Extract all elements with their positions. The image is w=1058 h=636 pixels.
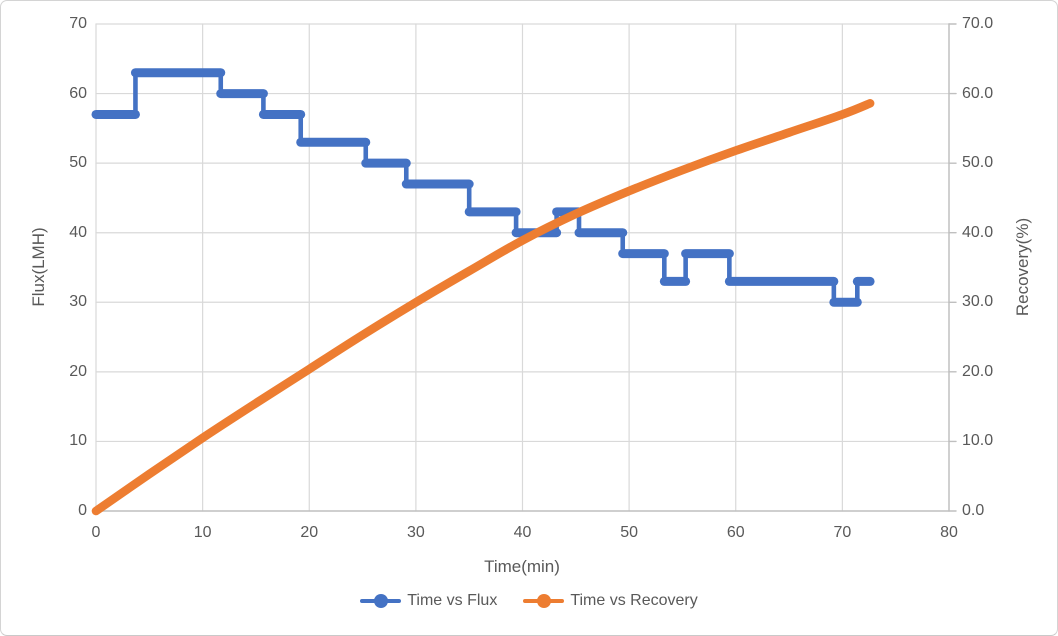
- legend-item-flux: Time vs Flux: [360, 592, 497, 610]
- recovery-legend-marker-icon: [523, 594, 565, 608]
- right-axis-tick-label: 10.0: [962, 432, 994, 450]
- left-axis-tick-label: 0: [78, 502, 87, 519]
- right-axis-tick-label: 50.0: [962, 154, 994, 172]
- x-axis-title: Time(min): [484, 557, 560, 576]
- left-axis-tick-label: 70: [69, 15, 87, 32]
- left-axis-tick-label: 50: [69, 154, 87, 172]
- x-axis-tick-label: 30: [406, 524, 425, 541]
- legend-item-recovery: Time vs Recovery: [523, 592, 698, 610]
- x-axis-tick-label: 20: [300, 524, 319, 541]
- recovery-legend-dot-icon: [536, 594, 551, 608]
- legend-label-recovery: Time vs Recovery: [570, 592, 698, 609]
- right-axis-tick-label: 60.0: [962, 84, 994, 102]
- right-axis-tick-label: 30.0: [962, 293, 994, 311]
- x-axis-tick-label: 80: [940, 524, 958, 541]
- left-axis-tick-label: 20: [69, 362, 87, 380]
- right-axis-tick-label: 70.0: [962, 15, 994, 32]
- legend-label-flux: Time vs Flux: [407, 592, 498, 609]
- left-axis-tick-label: 30: [69, 293, 87, 311]
- right-axis-title: Recovery(%): [1013, 217, 1032, 317]
- right-axis-tick-label: 40.0: [962, 223, 994, 241]
- flux-legend-marker-icon: [360, 594, 402, 608]
- x-axis-tick-label: 0: [91, 524, 101, 541]
- left-axis-tick-label: 10: [69, 432, 87, 450]
- flux-legend-dot-icon: [373, 594, 388, 608]
- left-axis-tick-label: 60: [69, 84, 87, 102]
- x-axis-tick-label: 10: [193, 524, 212, 541]
- series-recovery-line: [91, 99, 875, 516]
- x-axis-tick-label: 60: [726, 524, 745, 541]
- right-axis-tick-label: 0.0: [962, 502, 985, 519]
- legend: Time vs Flux Time vs Recovery: [1, 592, 1057, 610]
- left-axis-tick-label: 40: [69, 223, 87, 241]
- x-axis-tick-label: 50: [620, 524, 639, 541]
- x-axis-tick-label: 70: [833, 524, 852, 541]
- x-axis-tick-label: 40: [513, 524, 532, 541]
- right-axis-tick-label: 20.0: [962, 362, 994, 380]
